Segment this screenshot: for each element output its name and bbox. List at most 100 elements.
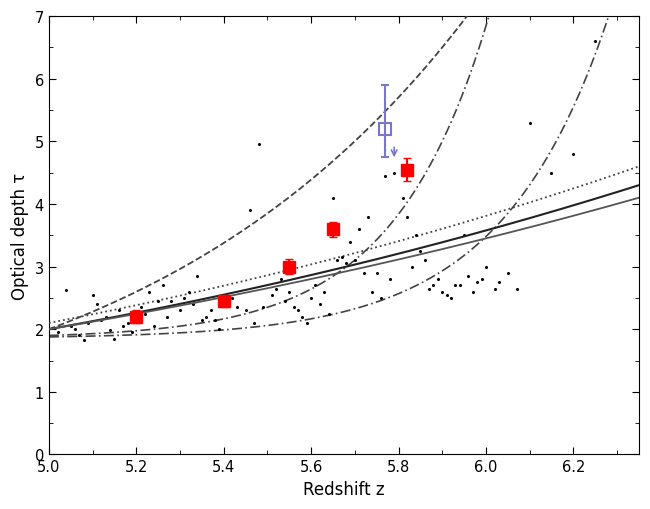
Point (385, 275, 395, 284)
Point (494, 278, 504, 287)
Point (197, 316, 207, 324)
Point (337, 253, 347, 262)
Point (568, 151, 578, 159)
Y-axis label: Optical depth τ: Optical depth τ (11, 173, 29, 299)
Point (319, 288, 330, 296)
Point (310, 282, 320, 290)
Point (289, 304, 299, 312)
Point (53, 329, 63, 337)
Point (472, 278, 482, 287)
Point (201, 313, 211, 321)
Point (83, 319, 94, 327)
Point (175, 307, 185, 315)
Point (367, 288, 378, 296)
Point (363, 213, 373, 221)
Point (424, 285, 434, 293)
Point (188, 300, 198, 308)
Point (135, 304, 146, 312)
Point (450, 282, 461, 290)
Point (183, 288, 194, 296)
Point (276, 275, 286, 284)
Point (402, 213, 413, 221)
Point (406, 263, 417, 271)
Point (525, 119, 535, 127)
Point (446, 294, 456, 302)
Point (258, 304, 268, 312)
Point (292, 307, 303, 315)
Point (459, 232, 469, 240)
Point (512, 285, 522, 293)
Point (324, 310, 334, 318)
Point (166, 297, 176, 305)
Point (149, 322, 159, 330)
Point (66, 322, 76, 330)
Point (428, 282, 439, 290)
Point (157, 282, 168, 290)
Point (315, 300, 325, 308)
Point (590, 38, 601, 46)
Point (179, 294, 190, 302)
Point (419, 257, 430, 265)
Point (231, 304, 242, 312)
Point (411, 232, 421, 240)
Point (140, 310, 150, 318)
Point (266, 291, 277, 299)
Point (467, 288, 478, 296)
Point (350, 257, 360, 265)
Point (481, 263, 491, 271)
Point (105, 327, 115, 335)
Point (92, 300, 102, 308)
Point (96, 316, 107, 324)
Point (87, 291, 98, 299)
Point (441, 291, 452, 299)
Point (223, 297, 233, 305)
Point (210, 316, 220, 324)
Point (476, 275, 487, 284)
Point (245, 207, 255, 215)
Point (433, 275, 443, 284)
Point (109, 335, 120, 343)
Point (79, 337, 89, 345)
Point (192, 272, 203, 280)
Point (297, 313, 307, 321)
Point (214, 326, 224, 334)
Point (127, 329, 137, 337)
Point (502, 269, 513, 277)
Point (144, 288, 155, 296)
Point (345, 238, 356, 246)
Point (546, 169, 556, 178)
Point (153, 297, 163, 305)
Point (454, 282, 465, 290)
Point (328, 194, 338, 203)
Point (358, 269, 369, 277)
Point (240, 307, 251, 315)
Point (302, 319, 312, 327)
Point (122, 319, 133, 327)
Point (205, 307, 216, 315)
Point (284, 288, 294, 296)
Point (101, 313, 111, 321)
Point (332, 257, 343, 265)
Point (61, 287, 72, 295)
Point (415, 247, 426, 256)
Point (489, 285, 500, 293)
Point (249, 319, 259, 327)
Point (341, 260, 351, 268)
Point (354, 225, 365, 234)
Point (437, 288, 447, 296)
Point (254, 141, 264, 149)
Point (306, 294, 317, 302)
Point (380, 173, 391, 181)
Point (389, 169, 399, 178)
Point (371, 269, 382, 277)
Point (162, 313, 172, 321)
Point (398, 194, 408, 203)
Point (271, 285, 281, 293)
Point (463, 272, 474, 280)
Point (114, 307, 124, 315)
X-axis label: Redshift z: Redshift z (303, 480, 385, 498)
Point (227, 294, 238, 302)
Point (74, 332, 85, 340)
Point (118, 322, 129, 330)
Point (280, 297, 290, 305)
